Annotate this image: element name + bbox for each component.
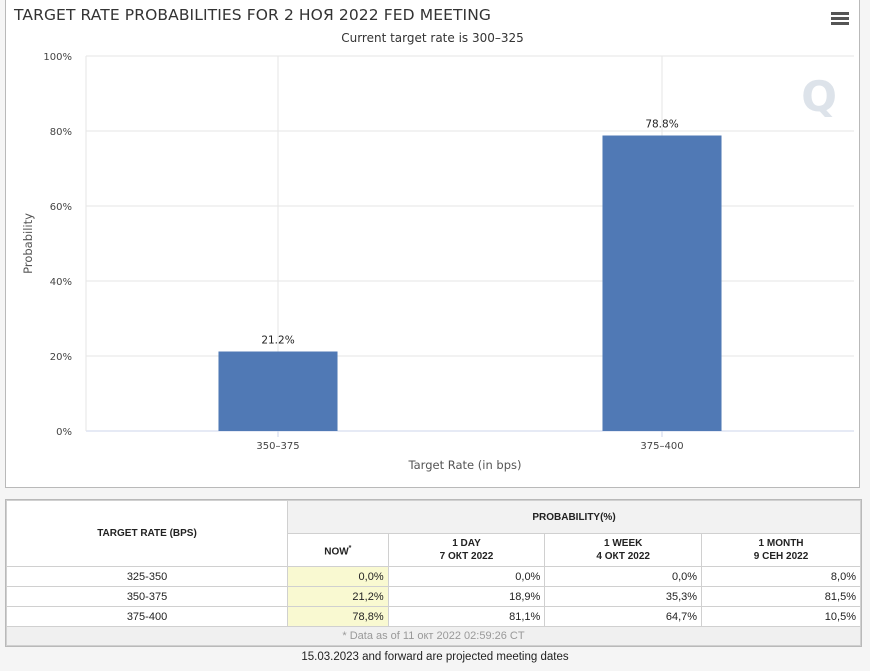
- chart-title: TARGET RATE PROBABILITIES FOR 2 НОЯ 2022…: [14, 6, 492, 24]
- probability-table: TARGET RATE (BPS) PROBABILITY(%) NOW* 1 …: [6, 500, 861, 646]
- header-1-day: 1 DAY 7 ОКТ 2022: [387, 533, 546, 567]
- bar-chart: 0% 20% 40% 60% 80% 100% 21.2% 350–375 78.8% 375–4…: [21, 52, 854, 472]
- cell-month: 81,5%: [701, 586, 861, 607]
- header-probability: PROBABILITY(%): [287, 500, 861, 534]
- header-1-week: 1 WEEK 4 ОКТ 2022: [544, 533, 703, 567]
- y-axis-title: Probability: [21, 213, 35, 274]
- y-tick-label: 80%: [50, 127, 72, 138]
- header-now: NOW*: [287, 533, 389, 567]
- cell-week: 0,0%: [544, 566, 703, 587]
- y-tick-label: 20%: [50, 352, 72, 363]
- bar-data-label: 21.2%: [261, 335, 294, 347]
- cell-now: 21,2%: [287, 586, 389, 607]
- cell-rate: 325-350: [6, 566, 288, 587]
- cell-day: 0,0%: [387, 566, 546, 587]
- cell-day: 81,1%: [387, 606, 546, 627]
- hamburger-menu-icon[interactable]: [831, 12, 849, 26]
- cell-week: 64,7%: [544, 606, 703, 627]
- y-tick-label: 60%: [50, 202, 72, 213]
- chart-subtitle: Current target rate is 300–325: [341, 31, 524, 45]
- table-row: 325-350 0,0% 0,0% 0,0% 8,0%: [6, 566, 861, 587]
- bar-data-label: 78.8%: [645, 119, 678, 131]
- x-tick-label: 350–375: [256, 441, 299, 452]
- table-row: 375-400 78,8% 81,1% 64,7% 10,5%: [6, 606, 861, 627]
- cell-month: 8,0%: [701, 566, 861, 587]
- y-tick-label: 100%: [43, 52, 72, 63]
- probability-table-panel: TARGET RATE (BPS) PROBABILITY(%) NOW* 1 …: [5, 499, 862, 647]
- data-as-of-footnote: * Data as of 11 окт 2022 02:59:26 CT: [6, 626, 861, 646]
- chart-panel: TARGET RATE PROBABILITIES FOR 2 НОЯ 2022…: [5, 0, 860, 488]
- table-row: 350-375 21,2% 18,9% 35,3% 81,5%: [6, 586, 861, 607]
- header-target-rate: TARGET RATE (BPS): [6, 500, 288, 567]
- cell-rate: 350-375: [6, 586, 288, 607]
- x-tick-label: 375–400: [640, 441, 683, 452]
- q-logo-icon: Q: [801, 72, 837, 121]
- header-1-month: 1 MONTH 9 СЕН 2022: [701, 533, 861, 567]
- x-axis-title: Target Rate (in bps): [408, 458, 522, 472]
- cell-month: 10,5%: [701, 606, 861, 627]
- cell-week: 35,3%: [544, 586, 703, 607]
- cell-day: 18,9%: [387, 586, 546, 607]
- cell-now: 0,0%: [287, 566, 389, 587]
- y-tick-label: 0%: [56, 427, 72, 438]
- projected-dates-note: 15.03.2023 and forward are projected mee…: [301, 651, 569, 663]
- cell-now: 78,8%: [287, 606, 389, 627]
- bar: [602, 135, 722, 431]
- bar: [218, 351, 338, 431]
- y-tick-label: 40%: [50, 277, 72, 288]
- cell-rate: 375-400: [6, 606, 288, 627]
